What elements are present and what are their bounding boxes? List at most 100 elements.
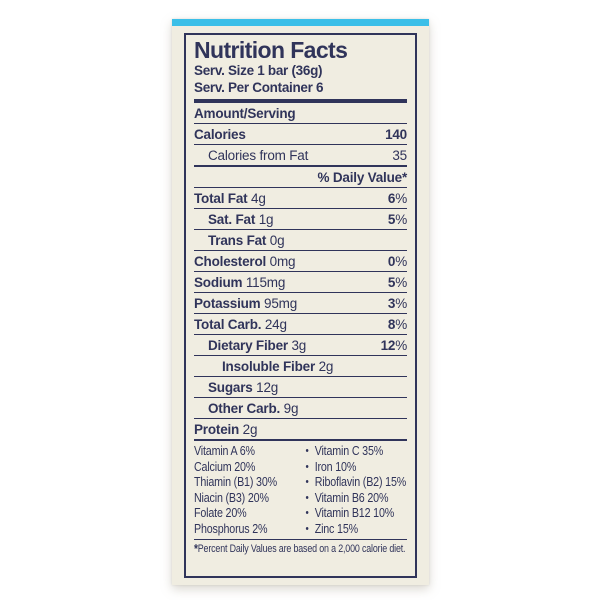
nutrition-title: Nutrition Facts [194,37,348,63]
vitamin-right: Zinc 15% [314,521,358,536]
nutrition-panel: Nutrition Facts Serv. Size 1 bar (36g) S… [172,19,429,585]
nutrient-label: Other Carb. 9g [194,400,298,417]
nutrient-row: Trans Fat 0g [194,230,407,251]
nutrient-name: Dietary Fiber [208,337,288,353]
nutrient-row: Dietary Fiber 3g 12% [194,335,407,356]
calories-label: Calories [194,126,246,142]
accent-stripe [172,19,429,26]
nutrient-name: Sodium [194,274,243,290]
nutrient-rows: Total Fat 4g 6% Sat. Fat 1g 5% Trans Fat… [194,188,407,441]
nutrient-amount: 24g [264,316,287,332]
bullet-separator: • [305,491,309,504]
nutrient-name: Cholesterol [194,253,267,269]
daily-value-header: % Daily Value* [317,169,408,185]
nutrient-amount: 12g [256,379,279,395]
nutrient-row: Total Fat 4g 6% [194,188,407,209]
bullet-separator: • [305,522,309,535]
vitamin-right: Iron 10% [314,459,357,474]
vitamin-row: Thiamin (B1) 30% • Riboflavin (B2) 15% [194,475,407,491]
calories-from-fat-label: Calories from Fat [208,147,309,163]
nutrient-label: Potassium 95mg [194,295,297,312]
nutrient-label: Trans Fat 0g [194,232,285,249]
calories-from-fat-row: Calories from Fat 35 [194,145,407,167]
nutrient-row: Insoluble Fiber 2g [194,356,407,377]
nutrient-name: Other Carb. [208,400,281,416]
vitamin-right: Vitamin B12 10% [314,506,395,520]
nutrient-label: Sugars 12g [194,379,278,396]
nutrient-name: Trans Fat [208,232,267,248]
nutrient-name: Sugars [208,379,253,395]
nutrient-amount: 9g [283,400,299,416]
nutrient-amount: 1g [258,211,274,227]
nutrient-row: Other Carb. 9g [194,398,407,419]
nutrient-label: Protein 2g [194,421,257,438]
nutrient-row: Cholesterol 0mg 0% [194,251,407,272]
bullet-separator: • [305,460,309,473]
bullet-separator: • [305,507,309,519]
footnote: * Percent Daily Values are based on a 2,… [194,540,407,556]
vitamin-right: Vitamin C 35% [314,444,384,458]
vitamin-left: Thiamin (B1) 30% [194,475,277,489]
daily-value-header-row: % Daily Value* [194,167,407,188]
nutrient-amount: 2g [242,421,258,437]
nutrient-label: Total Fat 4g [194,190,266,207]
calories-value: 140 [385,126,407,142]
vitamin-left: Calcium 20% [194,459,256,474]
vitamin-left: Phosphorus 2% [194,521,268,536]
nutrient-row: Sugars 12g [194,377,407,398]
nutrient-amount: 3g [291,337,307,353]
nutrient-daily-value: 3% [387,295,407,311]
vitamin-row: Niacin (B3) 20% • Vitamin B6 20% [194,491,407,507]
bullet-separator: • [305,476,309,488]
vitamin-right: Riboflavin (B2) 15% [314,475,407,489]
nutrient-daily-value: 5% [387,274,407,290]
nutrient-name: Total Carb. [194,316,262,332]
nutrient-daily-value: 8% [387,316,407,332]
nutrient-label: Sat. Fat 1g [194,211,274,228]
calories-row: Calories 140 [194,124,407,145]
nutrient-daily-value: 6% [387,190,407,206]
bullet-separator: • [305,445,309,457]
nutrient-amount: 95mg [264,295,298,311]
nutrient-label: Insoluble Fiber 2g [194,358,333,375]
servings-per-container: Serv. Per Container 6 [194,79,324,95]
amount-serving-header: Amount/Serving [194,103,407,124]
nutrition-facts-box: Nutrition Facts Serv. Size 1 bar (36g) S… [184,33,417,578]
footnote-star: * [194,541,198,556]
vitamin-left: Folate 20% [194,506,247,520]
vitamin-row: Phosphorus 2% • Zinc 15% [194,522,407,538]
nutrient-row: Total Carb. 24g 8% [194,314,407,335]
nutrient-name: Sat. Fat [208,211,256,227]
vitamin-left: Vitamin A 6% [194,444,255,458]
nutrient-name: Protein [194,421,240,437]
vitamins-list: Vitamin A 6% • Vitamin C 35% Calcium 20%… [194,444,407,537]
nutrient-name: Potassium [194,295,261,311]
nutrient-label: Sodium 115mg [194,274,285,291]
nutrient-daily-value: 5% [387,211,407,227]
footnote-text: Percent Daily Values are based on a 2,00… [197,543,406,555]
nutrient-amount: 0mg [269,253,296,269]
calories-from-fat-value: 35 [392,147,407,163]
nutrient-label: Total Carb. 24g [194,316,287,333]
nutrient-name: Insoluble Fiber [222,358,316,374]
nutrient-amount: 0g [269,232,285,248]
nutrient-row: Sat. Fat 1g 5% [194,209,407,230]
nutrient-daily-value: 12% [380,337,408,353]
vitamin-row: Calcium 20% • Iron 10% [194,460,407,476]
serving-size: Serv. Size 1 bar (36g) [194,63,323,78]
footnote-divider [194,539,407,540]
nutrient-row: Sodium 115mg 5% [194,272,407,293]
vitamin-row: Vitamin A 6% • Vitamin C 35% [194,444,407,460]
nutrient-row: Potassium 95mg 3% [194,293,407,314]
nutrient-amount: 115mg [245,274,286,290]
vitamin-left: Niacin (B3) 20% [194,490,269,505]
nutrient-name: Total Fat [194,190,248,206]
section-divider [194,99,407,103]
vitamin-row: Folate 20% • Vitamin B12 10% [194,506,407,522]
nutrient-daily-value: 0% [387,253,407,269]
nutrient-label: Cholesterol 0mg [194,253,296,270]
nutrient-amount: 4g [251,190,266,206]
vitamin-right: Vitamin B6 20% [314,490,389,505]
nutrient-label: Dietary Fiber 3g [194,337,306,354]
